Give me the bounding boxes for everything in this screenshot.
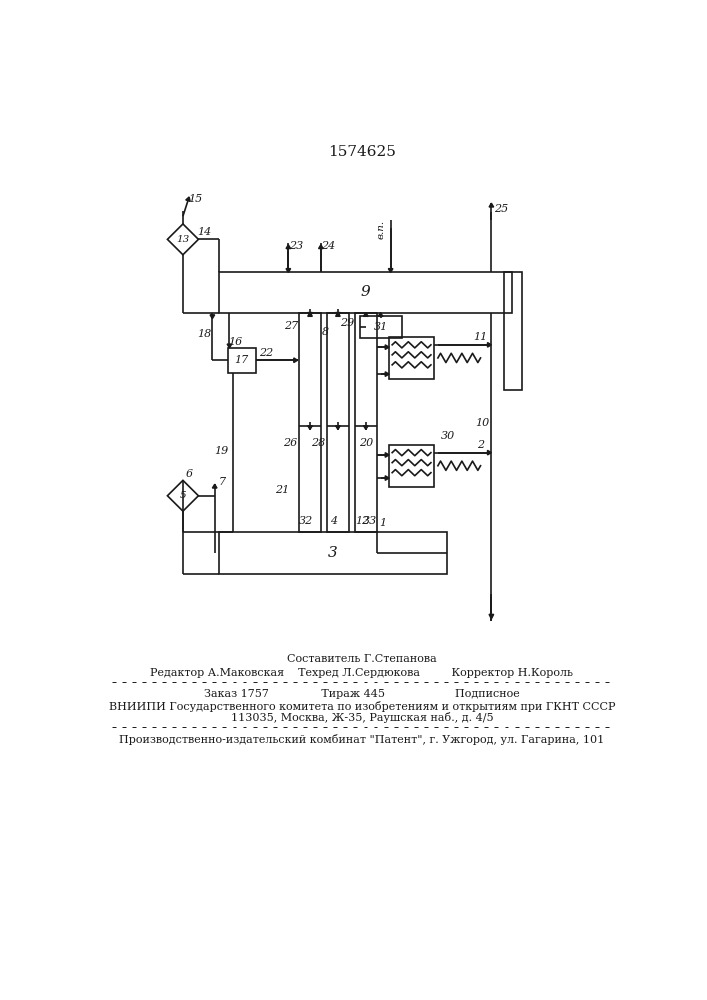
Text: Заказ 1757               Тираж 445                    Подписное: Заказ 1757 Тираж 445 Подписное: [204, 689, 520, 699]
Text: 9: 9: [360, 285, 370, 299]
Polygon shape: [489, 203, 493, 207]
Polygon shape: [385, 476, 389, 480]
Text: 18: 18: [197, 329, 212, 339]
Text: 14: 14: [197, 227, 212, 237]
Bar: [355, 312, 377, 532]
Polygon shape: [488, 450, 491, 455]
Text: 28: 28: [310, 438, 325, 448]
Bar: [299, 312, 321, 532]
Text: 25: 25: [493, 204, 508, 214]
Text: 24: 24: [322, 241, 336, 251]
Text: 21: 21: [275, 485, 289, 495]
Polygon shape: [336, 426, 340, 430]
Bar: [218, 272, 512, 312]
Text: Редактор А.Маковская    Техред Л.Сердюкова         Корректор Н.Король: Редактор А.Маковская Техред Л.Сердюкова …: [151, 668, 573, 678]
Text: 32: 32: [299, 516, 313, 526]
Text: 8: 8: [322, 327, 329, 337]
Polygon shape: [319, 245, 323, 249]
Polygon shape: [286, 269, 291, 272]
Text: 4: 4: [330, 516, 338, 526]
Text: 22: 22: [259, 348, 274, 358]
Bar: [327, 312, 349, 532]
Text: 19: 19: [214, 446, 229, 456]
Text: 16: 16: [228, 337, 242, 347]
Text: 20: 20: [358, 438, 373, 448]
Text: 23: 23: [289, 241, 303, 251]
Text: Производственно-издательский комбинат "Патент", г. Ужгород, ул. Гагарина, 101: Производственно-издательский комбинат "П…: [119, 734, 604, 745]
Text: 113035, Москва, Ж-35, Раушская наб., д. 4/5: 113035, Москва, Ж-35, Раушская наб., д. …: [230, 712, 493, 723]
Polygon shape: [363, 426, 368, 430]
Bar: [218, 532, 448, 574]
Polygon shape: [186, 197, 190, 201]
Polygon shape: [293, 358, 298, 363]
Bar: [228, 348, 256, 373]
Polygon shape: [385, 345, 389, 349]
Polygon shape: [286, 245, 291, 249]
Text: 1: 1: [380, 518, 387, 528]
Polygon shape: [488, 343, 491, 347]
Polygon shape: [212, 484, 217, 488]
Bar: [389, 445, 434, 487]
Text: 3: 3: [328, 546, 338, 560]
Text: 26: 26: [283, 438, 297, 448]
Text: 7: 7: [219, 477, 226, 487]
Polygon shape: [385, 372, 389, 376]
Text: 29: 29: [340, 318, 354, 328]
Bar: [504, 272, 522, 389]
Polygon shape: [227, 344, 232, 348]
Text: 5: 5: [180, 491, 186, 500]
Text: 6: 6: [185, 469, 193, 479]
Text: ВНИИПИ Государственного комитета по изобретениям и открытиям при ГКНТ СССР: ВНИИПИ Государственного комитета по изоб…: [109, 701, 615, 712]
Bar: [360, 316, 402, 338]
Polygon shape: [210, 315, 215, 319]
Polygon shape: [363, 312, 368, 316]
Text: 27: 27: [284, 321, 298, 331]
Polygon shape: [308, 426, 312, 430]
Text: 2: 2: [477, 440, 484, 450]
Polygon shape: [308, 312, 312, 316]
Text: Составитель Г.Степанова: Составитель Г.Степанова: [287, 654, 437, 664]
Polygon shape: [336, 312, 340, 316]
Text: 11: 11: [474, 332, 488, 342]
Text: 13: 13: [176, 235, 189, 244]
Polygon shape: [388, 269, 393, 272]
Text: 10: 10: [475, 418, 489, 428]
Text: 17: 17: [235, 355, 249, 365]
Polygon shape: [385, 453, 389, 457]
Text: в.п.: в.п.: [377, 220, 386, 239]
Text: 33: 33: [363, 516, 377, 526]
Text: 12: 12: [355, 516, 369, 526]
Text: 1574625: 1574625: [328, 145, 396, 159]
Text: 31: 31: [374, 322, 388, 332]
Polygon shape: [308, 312, 312, 316]
Polygon shape: [378, 312, 383, 316]
Polygon shape: [336, 312, 340, 316]
Text: 30: 30: [441, 431, 455, 441]
Text: 15: 15: [188, 194, 202, 204]
Polygon shape: [489, 614, 493, 619]
Bar: [389, 337, 434, 379]
